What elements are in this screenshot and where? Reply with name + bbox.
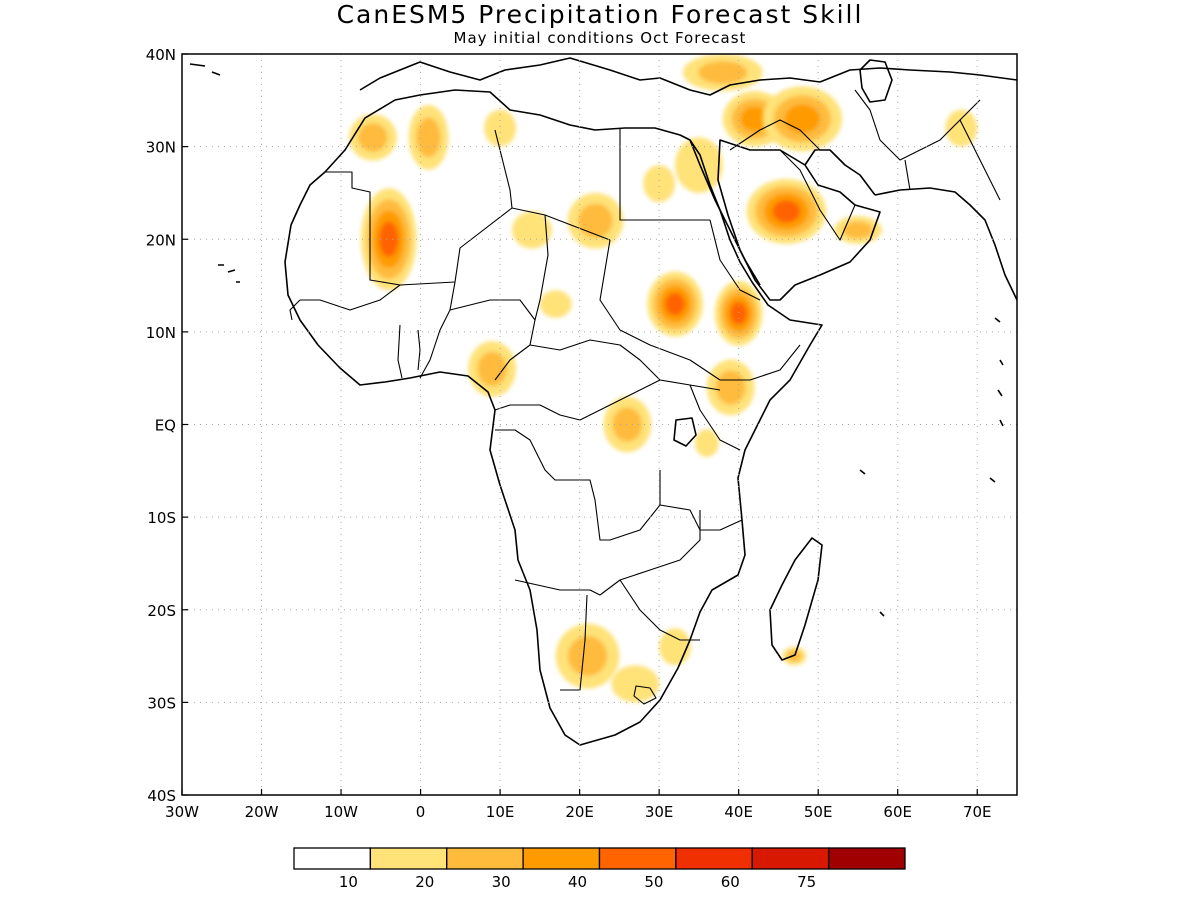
skill-region-24: [659, 628, 691, 666]
indian-ocean-islands: [859, 317, 1004, 617]
lon-tick-label: 30W: [165, 803, 199, 821]
skill-contour: [578, 203, 613, 238]
skill-contour: [484, 109, 516, 147]
europe-coastline: [359, 57, 821, 96]
map-subtitle: May initial conditions Oct Forecast: [453, 29, 747, 47]
lon-tick-label: 60E: [883, 803, 912, 821]
legend-label: 20: [415, 873, 434, 891]
skill-contour: [843, 221, 873, 239]
madagascar-coastline: [769, 537, 823, 661]
lat-tick-label: 40N: [146, 46, 176, 64]
skill-region-9: [603, 396, 652, 453]
caspian-coastline: [859, 59, 893, 103]
legend-swatch: [369, 847, 448, 870]
legend-swatch: [522, 847, 601, 870]
legend-swatch: [675, 847, 753, 870]
skill-contour: [659, 628, 691, 666]
skill-contour: [612, 407, 643, 442]
skill-contour: [512, 211, 552, 249]
lat-tick-label: 10S: [147, 509, 176, 527]
skill-region-18: [643, 165, 676, 203]
legend-swatch: [446, 847, 524, 870]
legend-label: 60: [721, 873, 740, 891]
skill-contour: [477, 351, 507, 387]
skill-region-11: [706, 359, 755, 416]
skill-region-23: [945, 109, 978, 147]
skill-region-2: [714, 280, 763, 346]
canary-islands: [189, 63, 240, 283]
lon-tick-label: 20W: [245, 803, 279, 821]
lat-tick-label: 20N: [146, 231, 176, 249]
color-legend: 10 20 30 40 50 60 75: [293, 847, 906, 891]
skill-region-15: [675, 137, 723, 193]
legend-swatch: [293, 847, 372, 870]
lon-tick-label: 10W: [324, 803, 358, 821]
skill-contour: [358, 123, 388, 152]
skill-contour: [698, 61, 748, 84]
lake-victoria-coastline: [673, 417, 697, 447]
skill-contour: [539, 290, 572, 318]
skill-region-7: [408, 104, 449, 170]
persian-gulf-coastline: [804, 149, 876, 196]
country-borders: [289, 89, 1001, 705]
skill-contour: [716, 370, 746, 405]
skill-contour: [730, 302, 747, 325]
skill-region-3: [746, 179, 827, 244]
lon-tick-label: 20E: [565, 803, 594, 821]
skill-shading: [349, 54, 978, 703]
skill-region-16: [512, 211, 552, 249]
lon-tick-label: 50E: [804, 803, 833, 821]
skill-contour: [740, 106, 769, 132]
legend-swatch: [827, 847, 906, 870]
skill-region-22: [683, 54, 763, 92]
legend-swatch: [598, 847, 677, 870]
lat-tick-label: 20S: [147, 602, 176, 620]
skill-region-8: [567, 192, 624, 249]
africa-coastline: [284, 89, 823, 746]
skill-contour: [784, 104, 820, 134]
lat-tick-label: 40S: [147, 787, 176, 805]
skill-contour: [694, 429, 719, 457]
skill-contour: [379, 221, 399, 257]
legend-swatch: [751, 847, 830, 870]
lat-tick-label: 30S: [147, 694, 176, 712]
skill-region-6: [349, 114, 397, 161]
skill-region-5: [762, 86, 843, 152]
skill-contour: [611, 665, 660, 703]
lat-tick-label: EQ: [155, 417, 176, 435]
skill-region-12: [555, 623, 620, 689]
skill-region-20: [694, 429, 719, 457]
skill-region-1: [647, 271, 703, 337]
lon-tick-label: 10E: [486, 803, 515, 821]
legend-label: 75: [797, 873, 816, 891]
lon-tick-label: 30E: [645, 803, 674, 821]
asia-coastline: [819, 67, 1017, 301]
lon-tick-label: 0: [416, 803, 426, 821]
skill-region-21: [484, 109, 516, 147]
lon-tick-label: 70E: [963, 803, 992, 821]
skill-contour: [665, 292, 685, 316]
legend-label: 10: [339, 873, 358, 891]
map-title: CanESM5 Precipitation Forecast Skill: [336, 0, 864, 29]
skill-contour: [567, 636, 608, 677]
skill-contour: [643, 165, 676, 203]
skill-contour: [675, 137, 723, 193]
legend-label: 50: [644, 873, 663, 891]
lat-tick-label: 10N: [146, 324, 176, 342]
red-sea-coastline: [689, 139, 761, 286]
lat-tick-label: 30N: [146, 139, 176, 157]
legend-label: 30: [492, 873, 511, 891]
skill-contour: [945, 109, 978, 147]
skill-region-14: [834, 216, 882, 244]
axis-ticks: 30W 20W 10W 0 10E 20E 30E 40E 50E 60E 70E 40N 30N 20N…: [146, 46, 992, 821]
skill-region-13: [611, 665, 660, 703]
skill-region-17: [539, 290, 572, 318]
skill-contour: [772, 200, 801, 223]
legend-label: 40: [568, 873, 587, 891]
skill-region-0: [360, 188, 417, 291]
lon-tick-label: 40E: [724, 803, 753, 821]
skill-contour: [416, 117, 441, 158]
skill-region-10: [468, 341, 516, 397]
